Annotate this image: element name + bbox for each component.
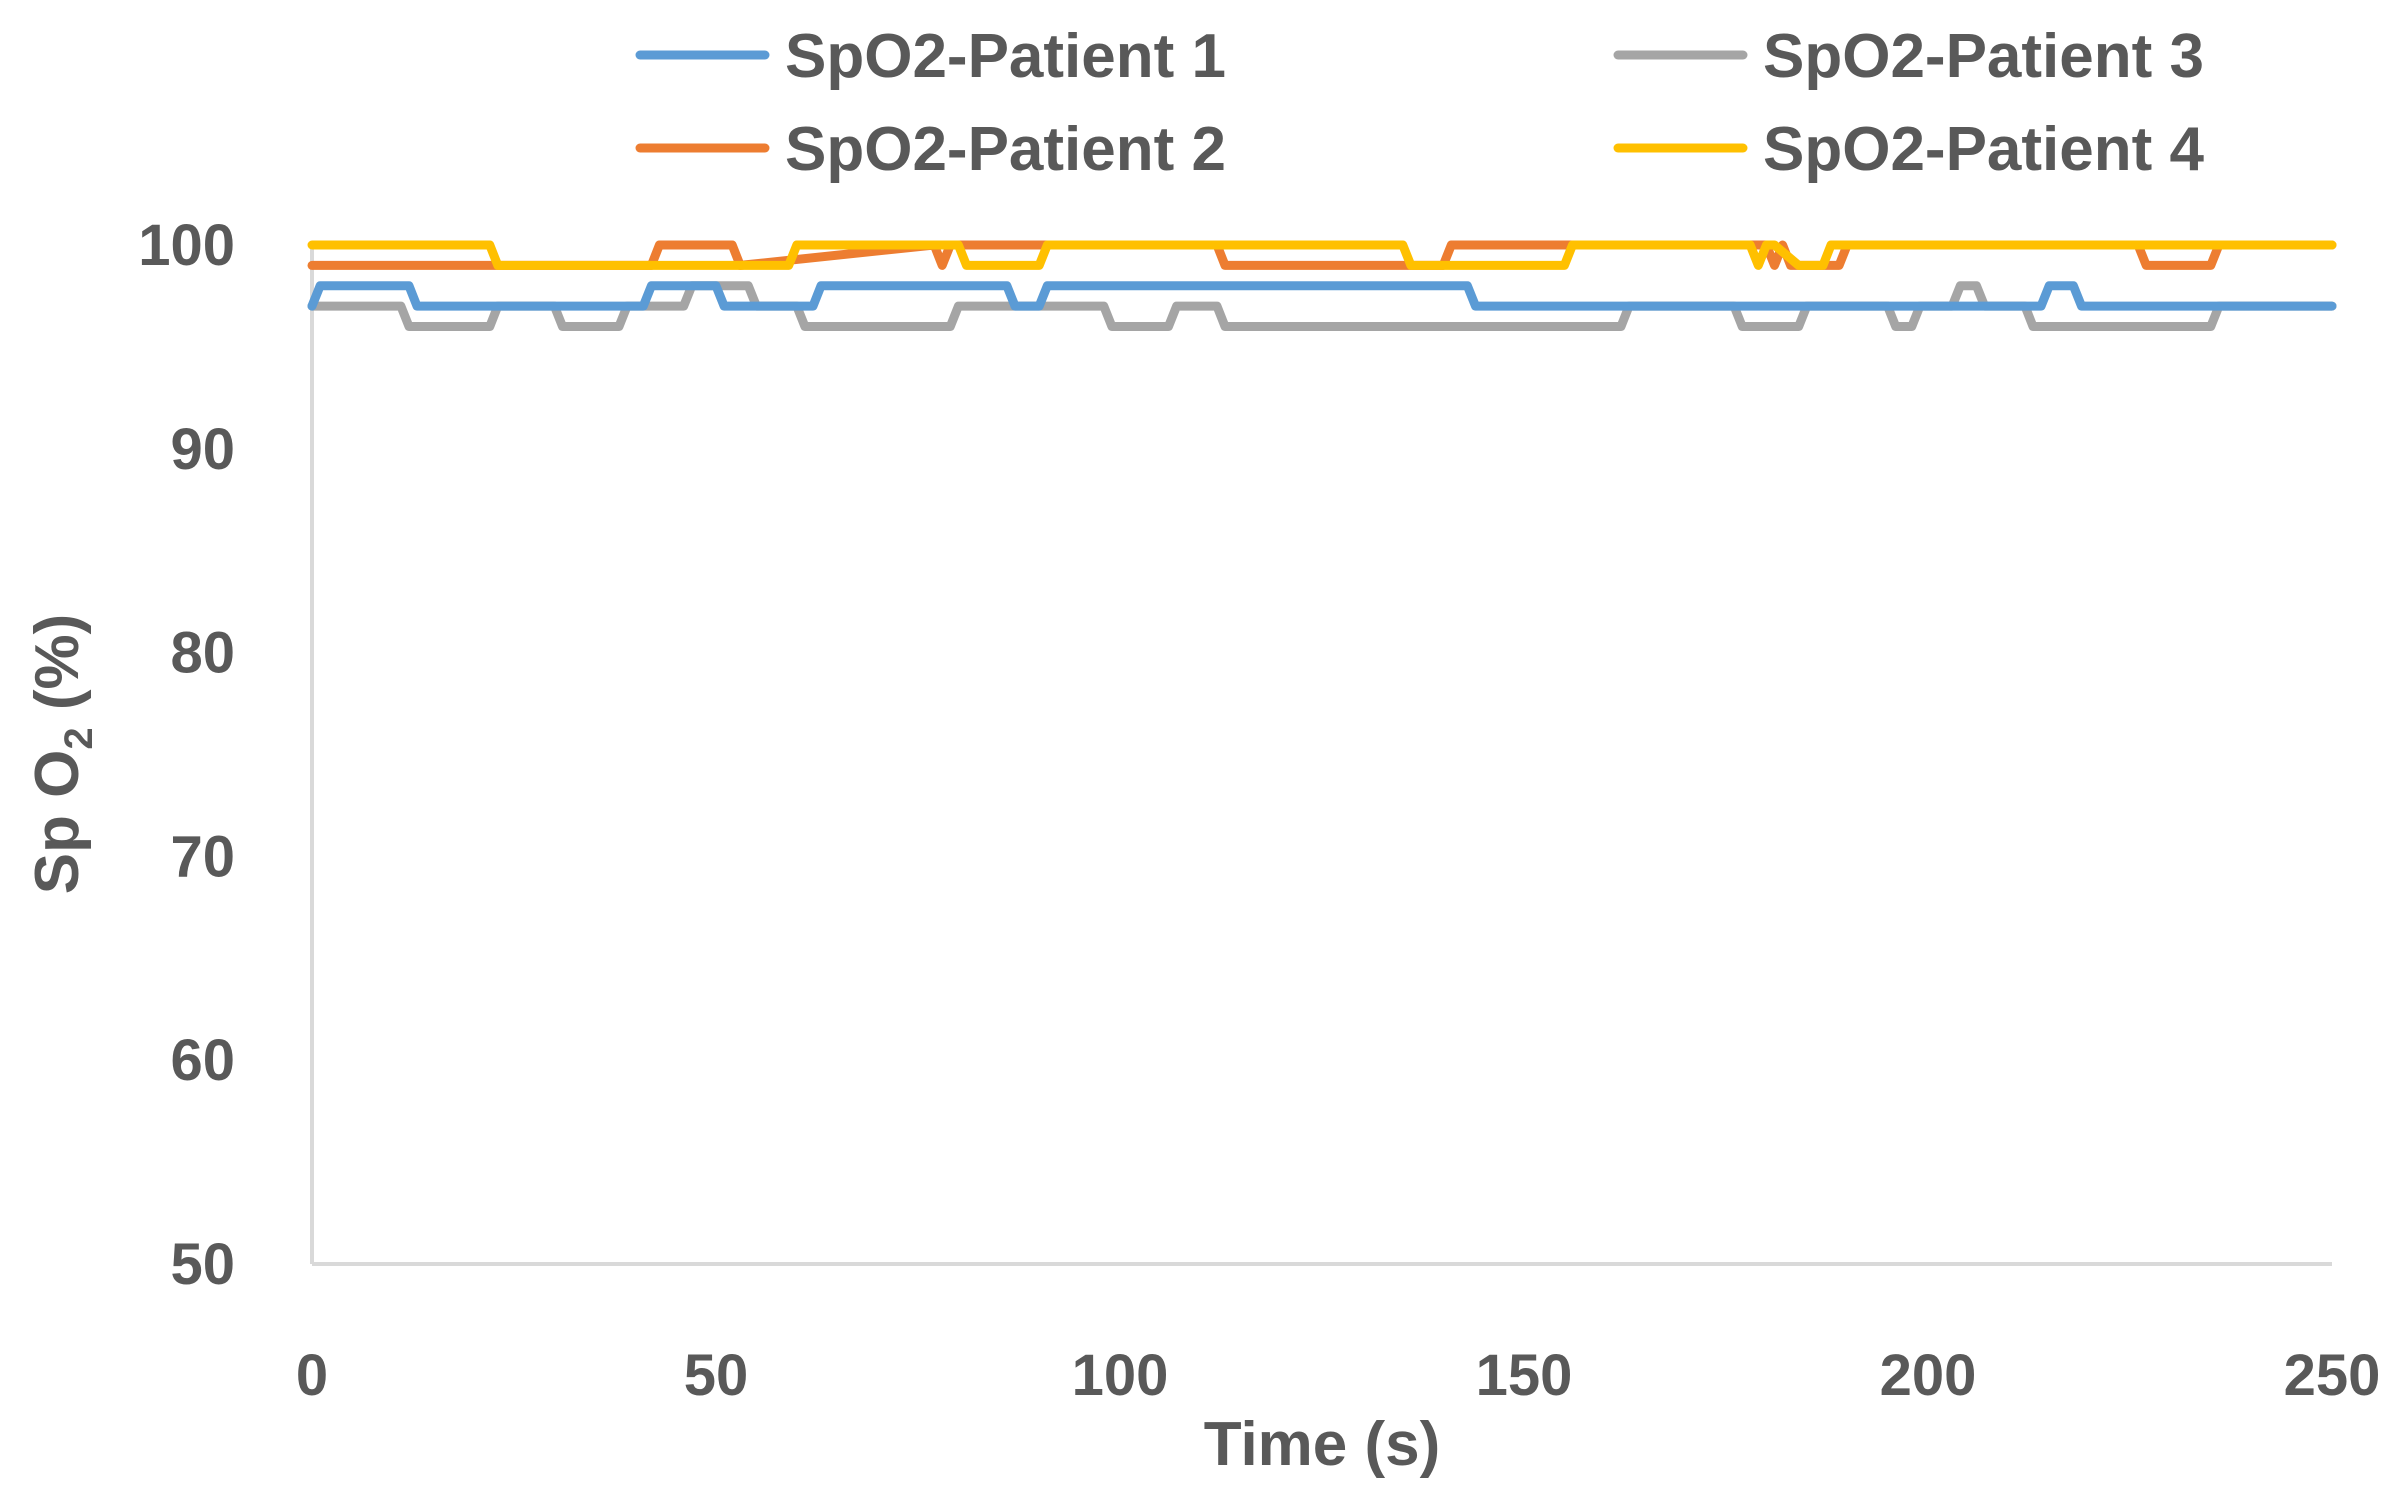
x-tick-label: 0 [296,1343,328,1408]
y-axis-title: Sp O2 (%) [23,614,101,895]
series-line-patient-1 [307,281,2337,311]
series-group [307,240,2337,331]
series-line-patient-3 [307,281,2337,331]
y-tick-label: 90 [170,417,235,482]
legend-label-patient-1: SpO2-Patient 1 [785,22,1226,91]
x-tick-label: 200 [1880,1343,1977,1408]
x-tick-label: 50 [684,1343,749,1408]
series-line-patient-4 [307,240,2337,270]
y-tick-label: 70 [170,824,235,889]
x-tick-label: 100 [1072,1343,1169,1408]
x-axis-title: Time (s) [1204,1410,1441,1479]
legend-label-patient-4: SpO2-Patient 4 [1763,115,2205,184]
legend: SpO2-Patient 1 SpO2-Patient 2 SpO2-Patient… [635,22,2205,184]
legend-label-patient-3: SpO2-Patient 3 [1763,22,2204,91]
x-tick-label: 250 [2284,1343,2381,1408]
y-axis-title-suffix: (%) [23,614,92,728]
y-axis-title-subscript: 2 [57,727,101,749]
y-axis-title-main: Sp O [23,750,92,895]
y-tick-label: 50 [170,1232,235,1297]
y-tick-label: 100 [138,213,235,278]
legend-label-patient-2: SpO2-Patient 2 [785,115,1226,184]
y-tick-label: 60 [170,1028,235,1093]
x-tick-labels: 0 50 100 150 200 250 [296,1343,2381,1408]
y-tick-labels: 50 60 70 80 90 100 [138,213,235,1297]
y-tick-label: 80 [170,621,235,686]
x-tick-label: 150 [1476,1343,1573,1408]
